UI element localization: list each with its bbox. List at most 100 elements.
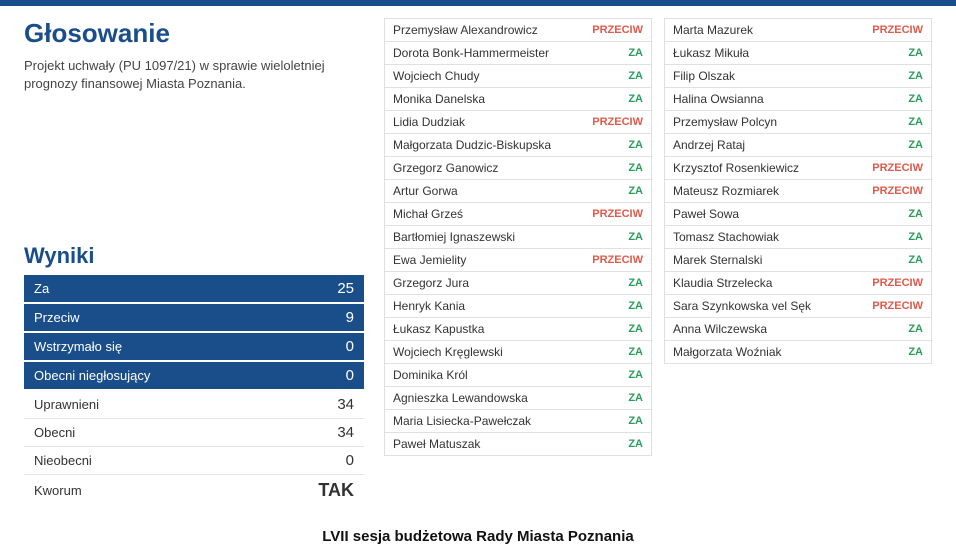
- voter-name: Halina Owsianna: [673, 92, 764, 106]
- left-panel: Głosowanie Projekt uchwały (PU 1097/21) …: [24, 18, 364, 506]
- voter-row: Małgorzata Dudzic-BiskupskaZA: [384, 134, 652, 157]
- result-value: 34: [337, 424, 354, 441]
- voter-row: Michał GrześPRZECIW: [384, 203, 652, 226]
- voter-name: Filip Olszak: [673, 69, 735, 83]
- voter-row: Wojciech Kręglewski ZA: [384, 341, 652, 364]
- voter-row: Ewa JemielityPRZECIW: [384, 249, 652, 272]
- voter-vote: ZA: [628, 346, 643, 358]
- result-label: Obecni: [34, 425, 75, 440]
- result-value: 25: [337, 280, 354, 297]
- voter-vote: ZA: [628, 231, 643, 243]
- page: Głosowanie Projekt uchwały (PU 1097/21) …: [0, 6, 956, 514]
- voter-name: Grzegorz Ganowicz: [393, 161, 498, 175]
- voter-row: Paweł SowaZA: [664, 203, 932, 226]
- voter-vote: PRZECIW: [872, 162, 923, 174]
- voter-vote: PRZECIW: [592, 254, 643, 266]
- voter-name: Klaudia Strzelecka: [673, 276, 772, 290]
- voter-name: Sara Szynkowska vel Sęk: [673, 299, 811, 313]
- result-row: Uprawnieni 34: [24, 391, 364, 419]
- result-label: Obecni niegłosujący: [34, 368, 150, 383]
- voter-name: Łukasz Mikuła: [673, 46, 749, 60]
- result-row: Obecni 34: [24, 419, 364, 447]
- voter-row: Przemysław PolcynZA: [664, 111, 932, 134]
- voter-name: Bartłomiej Ignaszewski: [393, 230, 515, 244]
- voter-name: Lidia Dudziak: [393, 115, 465, 129]
- voter-vote: ZA: [908, 70, 923, 82]
- voter-row: Marta MazurekPRZECIW: [664, 18, 932, 42]
- vote-description: Projekt uchwały (PU 1097/21) w sprawie w…: [24, 57, 364, 93]
- result-value: 9: [346, 309, 354, 326]
- voter-row: Wojciech ChudyZA: [384, 65, 652, 88]
- results-table: Za25Przeciw9Wstrzymało się0Obecni niegło…: [24, 275, 364, 506]
- voter-row: Dominika Król ZA: [384, 364, 652, 387]
- voter-vote: ZA: [628, 415, 643, 427]
- voter-vote: ZA: [628, 277, 643, 289]
- voter-row: Artur GorwaZA: [384, 180, 652, 203]
- voter-vote: PRZECIW: [592, 24, 643, 36]
- voter-vote: ZA: [908, 93, 923, 105]
- result-value: 0: [346, 452, 354, 469]
- voter-name: Tomasz Stachowiak: [673, 230, 779, 244]
- voter-row: Sara Szynkowska vel SękPRZECIW: [664, 295, 932, 318]
- voter-name: Michał Grześ: [393, 207, 463, 221]
- result-row-kworum: KworumTAK: [24, 475, 364, 506]
- voter-vote: ZA: [628, 70, 643, 82]
- voter-name: Krzysztof Rosenkiewicz: [673, 161, 799, 175]
- voter-vote: ZA: [908, 139, 923, 151]
- result-label: Za: [34, 281, 49, 296]
- voter-row: Krzysztof Rosenkiewicz PRZECIW: [664, 157, 932, 180]
- voter-vote: ZA: [908, 47, 923, 59]
- result-value: 34: [337, 396, 354, 413]
- voter-name: Marek Sternalski: [673, 253, 762, 267]
- session-footer: LVII sesja budżetowa Rady Miasta Poznani…: [0, 514, 956, 547]
- result-row: Przeciw 9: [24, 304, 364, 333]
- voter-name: Artur Gorwa: [393, 184, 458, 198]
- voter-name: Monika Danelska: [393, 92, 485, 106]
- voter-row: Agnieszka LewandowskaZA: [384, 387, 652, 410]
- voter-row: Małgorzata WoźniakZA: [664, 341, 932, 364]
- voter-row: Halina Owsianna ZA: [664, 88, 932, 111]
- result-label: Przeciw: [34, 310, 80, 325]
- voter-vote: ZA: [628, 369, 643, 381]
- voter-name: Andrzej Rataj: [673, 138, 745, 152]
- voter-vote: ZA: [628, 93, 643, 105]
- voter-name: Grzegorz Jura: [393, 276, 469, 290]
- result-label: Nieobecni: [34, 453, 92, 468]
- voter-name: Dominika Król: [393, 368, 468, 382]
- voter-row: Tomasz StachowiakZA: [664, 226, 932, 249]
- voter-vote: PRZECIW: [592, 116, 643, 128]
- voter-name: Paweł Matuszak: [393, 437, 480, 451]
- result-label: Uprawnieni: [34, 397, 99, 412]
- voter-vote: ZA: [628, 139, 643, 151]
- voter-row: Grzegorz Ganowicz ZA: [384, 157, 652, 180]
- voter-name: Marta Mazurek: [673, 23, 753, 37]
- voter-vote: ZA: [908, 254, 923, 266]
- voter-row: Dorota Bonk-HammermeisterZA: [384, 42, 652, 65]
- result-row: Obecni niegłosujący0: [24, 362, 364, 391]
- voter-name: Henryk Kania: [393, 299, 465, 313]
- voter-vote: ZA: [628, 162, 643, 174]
- voter-name: Mateusz Rozmiarek: [673, 184, 779, 198]
- voter-row: Przemysław Alexandrowicz PRZECIW: [384, 18, 652, 42]
- voter-row: Lidia Dudziak PRZECIW: [384, 111, 652, 134]
- voter-row: Mateusz Rozmiarek PRZECIW: [664, 180, 932, 203]
- voter-name: Maria Lisiecka-Pawełczak: [393, 414, 531, 428]
- voter-row: Monika Danelska ZA: [384, 88, 652, 111]
- voter-name: Agnieszka Lewandowska: [393, 391, 528, 405]
- result-value: 0: [346, 338, 354, 355]
- voter-vote: ZA: [628, 323, 643, 335]
- page-title: Głosowanie: [24, 18, 364, 49]
- voters-column-1: Przemysław Alexandrowicz PRZECIW Dorota Bo…: [384, 18, 652, 506]
- voter-row: Paweł MatuszakZA: [384, 433, 652, 456]
- voter-name: Wojciech Kręglewski: [393, 345, 503, 359]
- voter-name: Łukasz Kapustka: [393, 322, 484, 336]
- voter-vote: ZA: [628, 300, 643, 312]
- voter-vote: ZA: [908, 116, 923, 128]
- result-label: Kworum: [34, 483, 82, 498]
- voter-row: Filip Olszak ZA: [664, 65, 932, 88]
- voter-row: Henryk Kania ZA: [384, 295, 652, 318]
- voter-vote: PRZECIW: [872, 185, 923, 197]
- voter-vote: PRZECIW: [872, 277, 923, 289]
- voter-row: Łukasz Kapustka ZA: [384, 318, 652, 341]
- voter-name: Przemysław Alexandrowicz: [393, 23, 538, 37]
